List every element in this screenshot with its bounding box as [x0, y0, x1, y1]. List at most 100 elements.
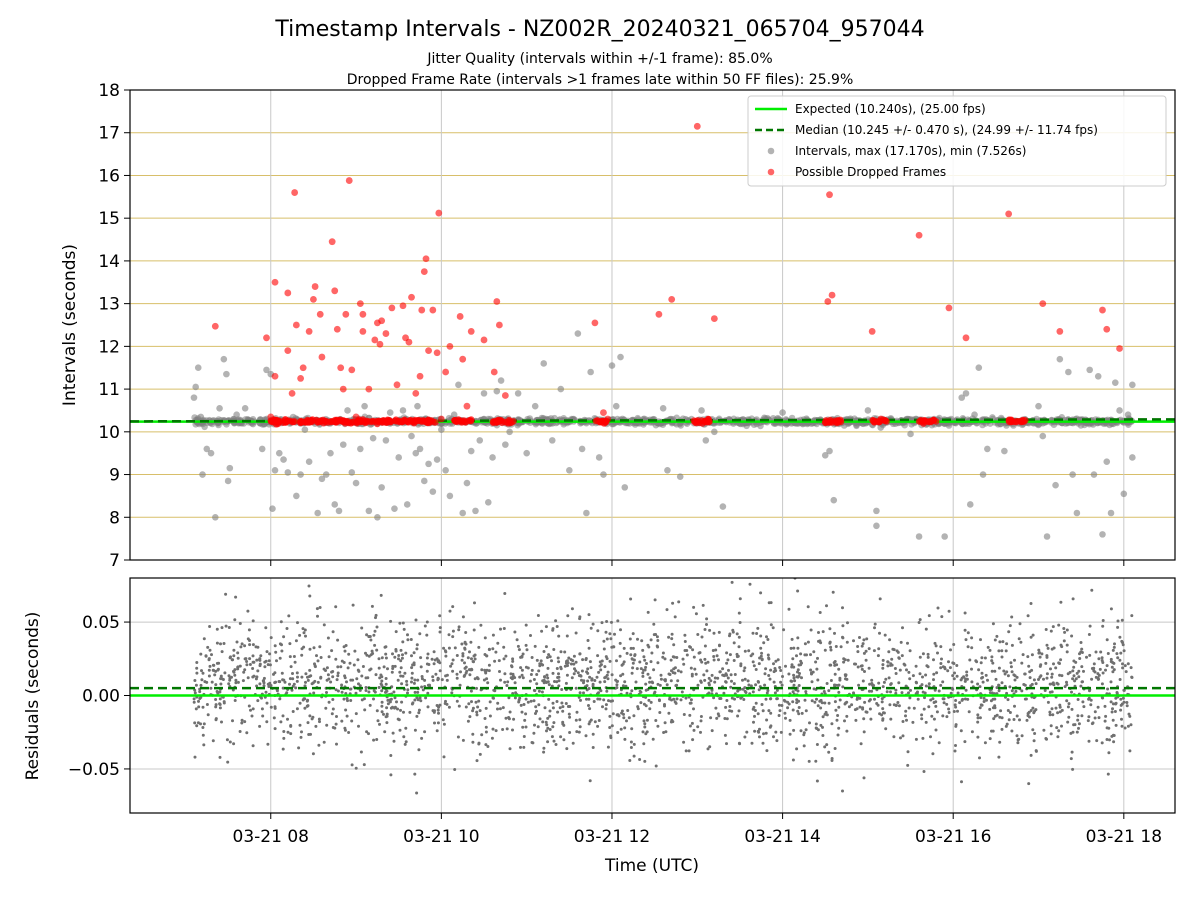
dropped-frame-point	[365, 385, 373, 393]
residual-point	[1012, 718, 1016, 721]
residual-point	[760, 651, 764, 655]
residual-point	[287, 614, 291, 618]
residual-point	[675, 656, 679, 659]
residual-point	[643, 722, 647, 726]
interval-point	[958, 394, 966, 401]
residual-point	[393, 655, 397, 659]
residual-point	[410, 680, 413, 684]
residual-point	[873, 626, 876, 630]
residual-point	[952, 662, 956, 665]
residual-point	[939, 662, 943, 665]
residual-point	[552, 721, 556, 725]
residual-point	[726, 676, 730, 680]
residual-point	[385, 712, 389, 716]
residual-point	[354, 766, 358, 770]
residual-point	[762, 732, 765, 736]
residual-point	[881, 717, 885, 721]
residual-point	[671, 601, 675, 605]
residual-point	[392, 690, 396, 694]
residual-point	[1006, 698, 1010, 702]
residual-point	[1078, 657, 1082, 660]
residual-point	[351, 603, 355, 607]
residual-point	[385, 714, 389, 718]
residual-point	[894, 672, 898, 675]
residual-point	[1121, 696, 1125, 700]
dropped-frame-point	[408, 293, 415, 301]
interval-point	[514, 390, 522, 397]
residual-point	[455, 672, 459, 676]
residual-point	[636, 637, 639, 641]
residual-point	[200, 678, 204, 682]
residual-point	[565, 747, 569, 751]
residual-point	[792, 673, 796, 677]
residual-point	[275, 659, 278, 663]
residual-point	[897, 704, 901, 708]
residual-point	[942, 701, 946, 705]
residual-point	[796, 670, 799, 674]
residual-point	[644, 704, 648, 708]
residual-point	[790, 663, 794, 667]
residual-point	[1087, 633, 1091, 636]
residual-point	[304, 672, 308, 676]
residual-point	[304, 680, 307, 684]
dropped-frame-point	[600, 409, 607, 416]
residual-point	[852, 639, 855, 643]
residual-point	[833, 631, 836, 635]
interval-point	[226, 464, 234, 472]
residual-point	[821, 725, 824, 729]
residual-point	[953, 749, 957, 753]
residual-point	[402, 735, 406, 739]
residual-point	[764, 697, 768, 701]
residual-point	[649, 700, 653, 704]
residual-point	[916, 697, 920, 701]
residual-point	[394, 648, 398, 651]
residual-point	[301, 627, 305, 631]
interval-point	[331, 501, 339, 508]
residual-point	[862, 651, 866, 655]
residual-point	[556, 710, 560, 714]
residual-point	[354, 691, 358, 695]
residual-point	[799, 729, 803, 733]
residual-point	[449, 664, 453, 668]
residual-point	[291, 677, 295, 681]
dropped-frame-point	[429, 306, 437, 314]
residual-point	[1052, 662, 1055, 666]
residual-point	[644, 665, 648, 669]
residual-point	[499, 627, 502, 631]
residual-point	[386, 667, 389, 671]
residual-point	[997, 755, 1001, 759]
residual-point	[1062, 639, 1066, 643]
residual-point	[350, 719, 354, 723]
residual-point	[578, 725, 582, 729]
residual-point	[543, 706, 547, 710]
residual-point	[601, 705, 604, 709]
residual-point	[285, 627, 289, 630]
dropped-frame-point	[433, 349, 441, 357]
residual-point	[445, 673, 449, 677]
interval-point	[472, 507, 479, 515]
residual-point	[709, 716, 713, 720]
residual-point	[845, 700, 849, 704]
dropped-frame-point	[422, 417, 430, 425]
residual-point	[513, 630, 517, 634]
residual-point	[1010, 643, 1014, 647]
residual-point	[1105, 638, 1109, 642]
residual-point	[1069, 757, 1073, 761]
residual-point	[523, 718, 527, 722]
residual-point	[213, 673, 217, 677]
x-axis-label: Time (UTC)	[604, 856, 699, 876]
residual-point	[1101, 696, 1105, 700]
residual-point	[802, 733, 806, 737]
residual-point	[1059, 600, 1063, 604]
residual-point	[423, 730, 427, 734]
residual-point	[1065, 628, 1069, 632]
residual-point	[533, 644, 537, 648]
residual-point	[494, 650, 498, 654]
residual-point	[1033, 732, 1037, 735]
residual-point	[1034, 682, 1038, 686]
residual-point	[779, 669, 783, 672]
residual-point	[450, 691, 454, 695]
residual-point	[561, 722, 565, 726]
residual-point	[1080, 647, 1084, 651]
residual-point	[1042, 677, 1045, 681]
